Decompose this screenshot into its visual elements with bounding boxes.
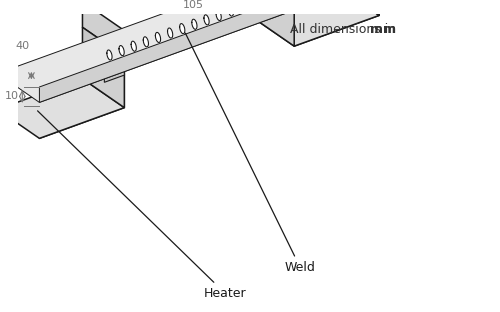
Text: All dimensions in: All dimensions in [290, 23, 400, 37]
Polygon shape [104, 56, 124, 82]
Polygon shape [252, 0, 258, 7]
Polygon shape [216, 10, 222, 21]
Polygon shape [40, 31, 124, 138]
Polygon shape [338, 0, 379, 15]
Polygon shape [204, 15, 209, 25]
Text: 10: 10 [4, 91, 18, 101]
Polygon shape [294, 0, 314, 14]
Polygon shape [192, 19, 197, 29]
Text: Spring Steel: Spring Steel [0, 311, 1, 312]
Polygon shape [40, 0, 379, 102]
Polygon shape [82, 27, 124, 75]
Polygon shape [119, 46, 124, 56]
Polygon shape [168, 28, 172, 38]
Text: Weld: Weld [186, 33, 316, 274]
Text: mm: mm [370, 23, 396, 37]
Text: Heater: Heater [38, 111, 246, 300]
Polygon shape [252, 0, 294, 14]
Polygon shape [82, 46, 124, 108]
Polygon shape [294, 0, 379, 46]
Polygon shape [240, 2, 246, 12]
Text: 40: 40 [16, 41, 30, 51]
Polygon shape [131, 41, 136, 51]
Polygon shape [228, 6, 234, 16]
Polygon shape [0, 0, 379, 102]
Polygon shape [107, 50, 112, 60]
Polygon shape [252, 0, 294, 46]
Polygon shape [264, 0, 270, 3]
Polygon shape [252, 0, 379, 46]
Polygon shape [0, 79, 124, 138]
Polygon shape [180, 24, 185, 34]
Polygon shape [144, 37, 148, 47]
Polygon shape [82, 2, 124, 56]
Text: 105: 105 [182, 0, 204, 10]
Polygon shape [156, 32, 160, 42]
Text: Heater: Heater [0, 311, 1, 312]
